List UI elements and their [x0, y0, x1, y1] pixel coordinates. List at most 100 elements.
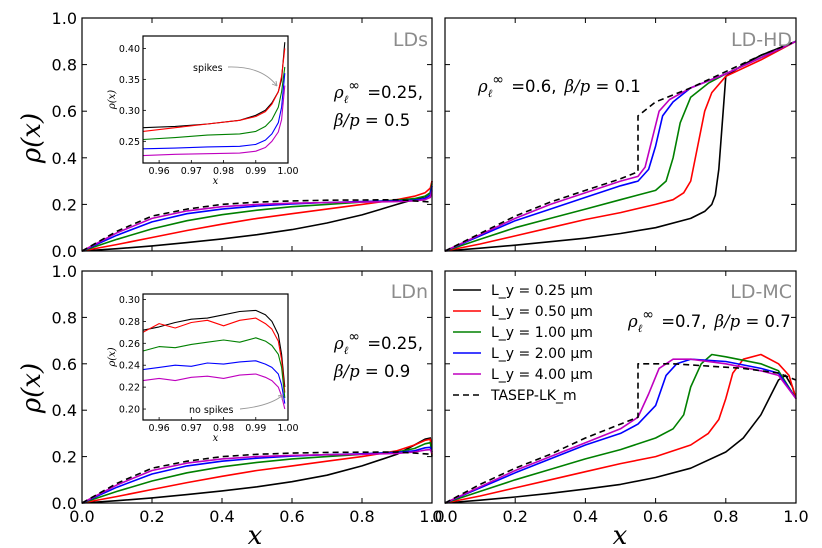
inset-x-tick-label: 1.00: [277, 423, 298, 434]
inset-y-tick-label: 0.24: [119, 361, 140, 372]
inset-x-tick-label: 0.98: [213, 423, 234, 434]
series-line-l-y-4-00-m: [444, 358, 797, 504]
x-tick-label: 0.2: [502, 507, 527, 526]
panel-tag: LDs: [393, 29, 428, 51]
y-tick-label: 0.2: [52, 195, 77, 214]
series-line-tasep-lk-m: [81, 198, 433, 252]
annotation-spikes: spikes: [193, 63, 223, 74]
inset-y-tick-label: 0.28: [119, 317, 140, 328]
panel-ld-hd: LD-HD ρℓ∞ =0.6, β/p = 0.1: [444, 17, 797, 252]
inset-series-line: [142, 373, 286, 410]
series-line-l-y-0-50-m: [81, 438, 433, 504]
inset-series-line: [142, 85, 286, 157]
inset-series-line: [142, 73, 286, 150]
series-line-l-y-4-00-m: [81, 190, 433, 252]
inset-background: [143, 294, 288, 420]
inset-x-tick-label: 0.99: [245, 166, 266, 177]
series-line-l-y-0-25-m: [444, 40, 797, 252]
x-tick-label: 0.6: [279, 507, 304, 526]
annotation-arrow: [227, 66, 278, 87]
inset-y-label: ρ(x): [107, 90, 118, 110]
x-tick-label: 0.4: [209, 507, 234, 526]
inset-series-line: [142, 337, 286, 399]
y-tick-label: 0.6: [52, 355, 77, 374]
inset-series-line: [142, 360, 286, 404]
inset-y-tick-label: 0.26: [119, 339, 140, 350]
inset-background: [143, 36, 288, 163]
x-tick-label: 0.4: [573, 507, 598, 526]
param-rho: ρℓ∞ =0.7,: [627, 307, 707, 335]
series-line-l-y-4-00-m: [444, 40, 797, 252]
x-tick-label: 1.0: [783, 507, 808, 526]
plot-frame: [444, 17, 797, 252]
inset-series-line: [142, 66, 286, 141]
series-line-l-y-1-00-m: [444, 353, 797, 504]
inset-y-label: ρ(x): [107, 347, 118, 367]
x-axis-label-left: x: [248, 521, 263, 548]
panel-tag: LDn: [391, 281, 428, 303]
param-beta: β/p = 0.9: [333, 362, 410, 381]
inset-series-line: [142, 48, 286, 132]
legend-label-l-y-0-25-m: L_y = 0.25 μm: [491, 283, 593, 299]
series-line-l-y-0-50-m: [81, 180, 433, 252]
annotation-arrowhead: [277, 394, 284, 401]
y-tick-label: 0.4: [52, 149, 77, 168]
series-line-l-y-1-00-m: [81, 441, 433, 504]
inset-x-tick-label: 0.96: [149, 423, 170, 434]
inset-x-label: x: [213, 176, 219, 187]
legend-label-tasep-lk-m: TASEP-LK_m: [490, 388, 577, 404]
legend-label-l-y-2-00-m: L_y = 2.00 μm: [491, 346, 593, 362]
y-tick-label: 0.8: [52, 308, 77, 327]
y-tick-label: 0.0: [52, 242, 77, 261]
inset-frame: [142, 293, 289, 421]
legend-label-l-y-1-00-m: L_y = 1.00 μm: [491, 325, 593, 341]
param-rho: ρℓ∞ =0.25,: [333, 78, 423, 106]
inset-y-tick-label: 0.20: [119, 405, 140, 416]
inset-x-tick-label: 0.99: [245, 423, 266, 434]
panel-ldn: 0.0 0.2 0.4 0.6 0.8 1.0 0.0 0.2 0.4 0.6 0.8 1.0 LDn ρ…: [52, 262, 445, 526]
inset-y-tick-label: 0.30: [119, 295, 140, 306]
param-rho: ρℓ∞ =0.6,: [477, 72, 557, 100]
inset-x-tick-label: 0.97: [181, 423, 202, 434]
panel-tag: LD-MC: [730, 281, 792, 303]
param-beta: β/p = 0.7: [714, 312, 791, 331]
y-tick-label: 1.0: [52, 262, 77, 281]
x-tick-label: 0.6: [643, 507, 668, 526]
y-axis-label-top: ρ(x): [17, 113, 47, 164]
series-line-tasep-lk-m: [444, 40, 797, 252]
series-line-l-y-0-50-m: [444, 353, 797, 504]
x-tick-label: 0.8: [713, 507, 738, 526]
param-rho: ρℓ∞ =0.25,: [333, 329, 423, 357]
inset-series-line: [142, 309, 286, 388]
x-tick-label: 0.0: [69, 507, 94, 526]
panel-lds: 0.0 0.2 0.4 0.6 0.8 1.0 LDs ρℓ∞ =0.25, β/p = 0.5…: [52, 9, 433, 261]
inset-y-tick-label: 0.25: [119, 137, 140, 148]
inset-x-tick-label: 1.00: [277, 166, 298, 177]
param-beta: β/p = 0.5: [333, 111, 410, 130]
y-tick-label: 1.0: [52, 9, 77, 28]
series-line-l-y-0-50-m: [444, 40, 797, 252]
y-axis-label-bottom: ρ(x): [17, 363, 47, 414]
plot-frame: [444, 270, 797, 504]
series-line-l-y-2-00-m: [444, 358, 797, 504]
inset-x-tick-label: 0.97: [181, 166, 202, 177]
x-axis-label-right: x: [613, 521, 628, 548]
inset-frame: [142, 35, 289, 164]
inset-y-tick-label: 0.35: [119, 75, 140, 86]
x-tick-label: 0.0: [432, 507, 457, 526]
annotation-arrow: [239, 394, 284, 410]
inset-y-tick-label: 0.22: [119, 383, 140, 394]
inset-y-tick-label: 0.30: [119, 106, 140, 117]
param-beta: β/p = 0.1: [564, 77, 641, 96]
legend-label-l-y-0-50-m: L_y = 0.50 μm: [491, 304, 593, 320]
series-line-tasep-lk-m: [81, 451, 433, 504]
inset-y-tick-label: 0.40: [119, 44, 140, 55]
legend-label-l-y-4-00-m: L_y = 4.00 μm: [491, 367, 593, 383]
inset-plot: 0.96 0.97 0.98 0.99 1.00 0.25 0.30 0.35 0.40 x ρ(x…: [107, 35, 299, 187]
x-tick-label: 0.8: [349, 507, 374, 526]
annotation-arrowhead: [271, 80, 278, 87]
y-tick-label: 0.2: [52, 448, 77, 467]
inset-x-tick-label: 0.98: [213, 166, 234, 177]
series-line-l-y-4-00-m: [81, 448, 433, 504]
y-tick-label: 0.8: [52, 56, 77, 75]
